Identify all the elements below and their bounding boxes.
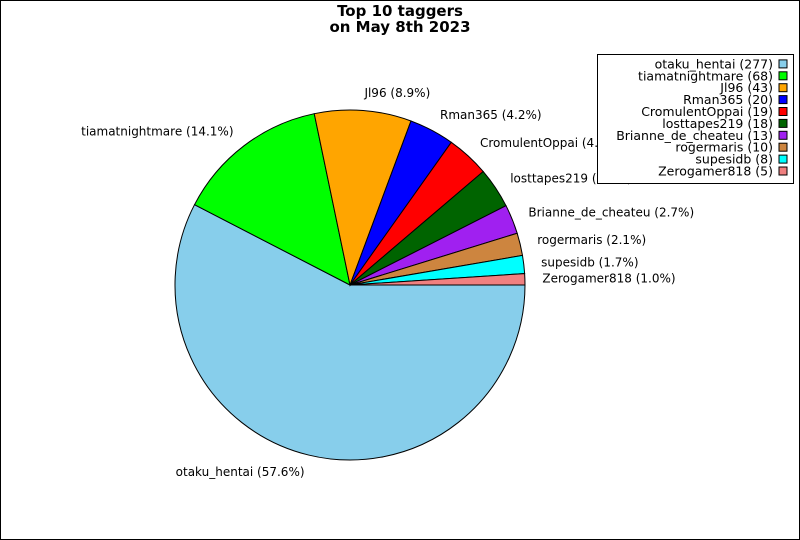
legend-swatch-rman365 <box>778 95 788 105</box>
slice-label-jl96: Jl96 (8.9%) <box>363 86 430 100</box>
legend-swatch-rogermaris <box>778 142 788 152</box>
legend-swatch-losttapes219 <box>778 118 788 128</box>
slice-labels: otaku_hentai (57.6%) tiamatnightmare (14.… <box>81 86 694 479</box>
slice-label-brianne-de-cheateu: Brianne_de_cheateu (2.7%) <box>528 206 694 220</box>
slice-label-tiamatnightmare: tiamatnightmare (14.1%) <box>81 125 233 139</box>
legend-label-tiamatnightmare: tiamatnightmare (68) <box>638 68 773 83</box>
slice-label-rogermaris: rogermaris (2.1%) <box>537 233 646 247</box>
chart-legend: otaku_hentai (277)tiamatnightmare (68)Jl… <box>597 54 794 184</box>
legend-swatch-tiamatnightmare <box>778 71 788 81</box>
pie-slice-otaku-hentai <box>174 204 526 461</box>
pie-slice-jl96 <box>313 109 412 287</box>
legend-label-supesidb: supesidb (8) <box>695 152 773 167</box>
slice-label-rman365: Rman365 (4.2%) <box>440 108 542 122</box>
legend-swatch-zerogamer818 <box>778 166 788 176</box>
legend-swatch-jl96 <box>778 83 788 93</box>
legend-label-rman365: Rman365 (20) <box>683 92 773 107</box>
legend-swatch-otaku-hentai <box>778 59 788 69</box>
slice-label-cromulentoppai: CromulentOppai (4.0%) <box>480 136 622 150</box>
slice-label-supesidb: supesidb (1.7%) <box>541 255 638 269</box>
legend-label-brianne-de-cheateu: Brianne_de_cheateu (13) <box>616 128 773 143</box>
pie-slice-tiamatnightmare <box>193 113 351 286</box>
chart-title-line-2: on May 8th 2023 <box>329 18 470 36</box>
pie-slices <box>174 109 526 461</box>
slice-label-zerogamer818: Zerogamer818 (1.0%) <box>542 272 675 286</box>
legend-swatch-cromulentoppai <box>778 107 788 116</box>
legend-label-rogermaris: rogermaris (10) <box>675 140 773 155</box>
legend-swatch-supesidb <box>778 154 788 164</box>
legend-label-otaku-hentai: otaku_hentai (277) <box>655 56 773 71</box>
legend-label-zerogamer818: Zerogamer818 (5) <box>658 164 773 179</box>
slice-label-otaku-hentai: otaku_hentai (57.6%) <box>176 465 305 479</box>
pie-slice-zerogamer818 <box>349 273 526 286</box>
legend-box <box>597 54 794 184</box>
legend-label-jl96: Jl96 (43) <box>719 80 773 95</box>
legend-label-cromulentoppai: CromulentOppai (19) <box>641 104 773 119</box>
legend-swatch-brianne-de-cheateu <box>778 130 788 140</box>
chart-title-line-1: Top 10 taggers <box>337 2 463 20</box>
legend-label-losttapes219: losttapes219 (18) <box>662 116 773 131</box>
